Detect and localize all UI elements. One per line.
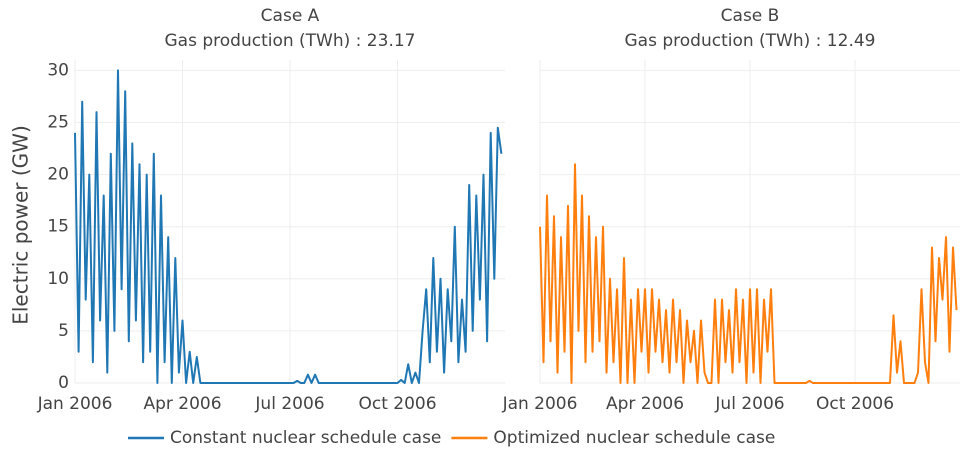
chart-subtitle: Gas production (TWh) : 12.49 [625, 31, 876, 51]
x-tick-label: Oct 2006 [358, 394, 436, 414]
y-tick-label: 15 [47, 217, 69, 237]
y-tick-label: 30 [47, 60, 69, 80]
chart-subtitle: Gas production (TWh) : 23.17 [165, 31, 416, 51]
x-tick-label: Jan 2006 [37, 394, 113, 414]
data-line [74, 69, 503, 384]
x-tick-label: Apr 2006 [606, 394, 684, 414]
y-axis-label: Electric power (GW) [9, 125, 33, 325]
x-tick-label: Jan 2006 [502, 394, 578, 414]
x-tick-label: Jul 2006 [714, 394, 784, 414]
y-tick-label: 0 [58, 373, 69, 393]
y-tick-label: 5 [58, 321, 69, 341]
x-tick-label: Apr 2006 [143, 394, 221, 414]
chart-title: Case B [721, 6, 780, 26]
chart-title: Case A [261, 6, 320, 26]
x-tick-label: Oct 2006 [816, 394, 894, 414]
legend-label: Constant nuclear schedule case [170, 428, 441, 448]
x-tick-label: Jul 2006 [254, 394, 324, 414]
y-tick-label: 20 [47, 165, 69, 185]
data-line [539, 163, 958, 384]
legend-label: Optimized nuclear schedule case [493, 428, 775, 448]
y-tick-label: 25 [47, 113, 69, 133]
y-tick-label: 10 [47, 269, 69, 289]
